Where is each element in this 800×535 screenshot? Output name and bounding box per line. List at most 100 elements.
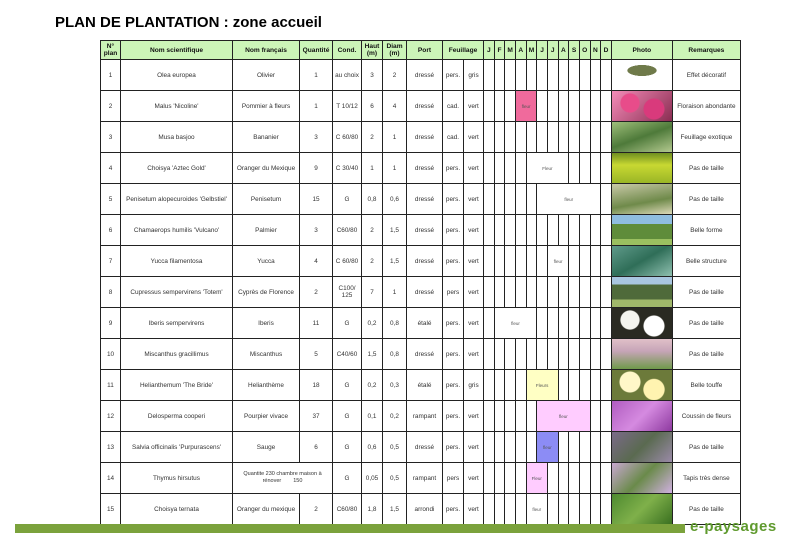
month-cell [504,369,516,401]
month-cell [536,121,548,153]
photo-cell [610,59,673,91]
month-cell [536,90,548,122]
plan-number-cell: 10 [100,338,121,370]
table-row: 2 Malus 'Nicoline' Pommier à fleurs 1 T 10/1… [100,90,741,122]
month-cell [514,431,527,463]
flowering-period: Fleur [525,462,548,494]
plan-number-cell: 13 [100,431,121,463]
scientific-name-cell: Choisya ternata [120,493,233,525]
month-cell [578,276,591,308]
flowering-period: fleur [536,183,602,215]
month-cell [504,59,516,91]
foliage-type-cell: pers. [442,183,464,215]
month-cell [514,183,527,215]
port-cell: dressé [406,276,443,308]
quantity-cell: 3 [299,121,333,153]
month-cell [493,400,506,432]
month-cell [578,493,591,525]
month-cell [589,462,602,494]
month-cell [525,59,538,91]
french-name-cell: Cyprès de Florence [232,276,300,308]
remarks-cell: Effet décoratif [671,59,741,91]
table-row: 13 Salvia officinalis 'Purpurascens' Sauge… [100,431,741,463]
header-month: D [600,40,612,60]
photo-cell [610,493,673,525]
month-cell [483,400,495,432]
conditioning-cell: C 60/80 [332,245,362,277]
port-cell: étalé [406,369,443,401]
month-cell [483,338,495,370]
month-cell [483,214,495,246]
port-cell: dressé [406,338,443,370]
month-cell [568,431,580,463]
quantity-cell: 37 [299,400,333,432]
month-cell [557,493,570,525]
month-cell [536,338,548,370]
photo-cell [610,183,673,215]
month-cell [589,400,602,432]
month-cell [578,90,591,122]
french-name-cell: Oranger du mexique [232,493,300,525]
remarks-cell: Belle forme [671,214,741,246]
month-cell [483,152,495,184]
photo-cell [610,214,673,246]
height-cell: 0,2 [361,307,383,339]
scientific-name-cell: Iberis sempervirens [120,307,233,339]
month-cell [514,400,527,432]
diameter-cell: 4 [382,90,407,122]
height-cell: 1 [361,152,383,184]
height-cell: 7 [361,276,383,308]
month-cell [578,121,591,153]
height-cell: 2 [361,214,383,246]
foliage-color-cell: vert [463,183,484,215]
yellow-shrub-photo [612,153,672,183]
remarks-cell: Pas de taille [671,493,741,525]
month-cell [514,462,527,494]
month-cell [536,276,548,308]
month-cell [546,214,559,246]
month-cell [483,276,495,308]
conditioning-cell: au choix [332,59,362,91]
note-text: Quantite 230 chambre maison à rénover [243,471,322,484]
month-cell [504,90,516,122]
french-name-cell: Iberis [232,307,300,339]
scientific-name-cell: Thymus hirsutus [120,462,233,494]
month-cell [493,214,506,246]
month-cell [557,431,570,463]
french-name-cell: Sauge [232,431,300,463]
white-flowers-photo [612,308,672,338]
diameter-cell: 0,8 [382,338,407,370]
page-title: PLAN DE PLANTATION : zone accueil [55,14,322,31]
month-cell [600,462,612,494]
quantity-cell: 3 [299,214,333,246]
french-name-cell: Penisetum [232,183,300,215]
foliage-type-cell: pers. [442,152,464,184]
table-row: 9 Iberis sempervirens Iberis 11 G 0,2 0,8 étalé… [100,307,741,339]
month-cell [589,431,602,463]
foliage-type-cell: pers. [442,493,464,525]
remarks-cell: Feuillage exotique [671,121,741,153]
flowering-period: Fleur [525,152,570,184]
month-cell [514,121,527,153]
foliage-color-cell: vert [463,338,484,370]
month-cell [525,400,538,432]
french-name-cell: Yucca [232,245,300,277]
table-row: 8 Cupressus sempervirens 'Totem' Cyprès de… [100,276,741,308]
month-cell [600,338,612,370]
month-cell [600,152,612,184]
purple-carpet-photo [612,401,672,431]
scientific-name-cell: Malus 'Nicoline' [120,90,233,122]
port-cell: dressé [406,59,443,91]
photo-cell [610,369,673,401]
month-cell [493,121,506,153]
month-cell [504,276,516,308]
photo-cell [610,90,673,122]
diameter-cell: 0,5 [382,431,407,463]
photo-cell [610,400,673,432]
quantity-cell: 18 [299,369,333,401]
plan-number-cell: 9 [100,307,121,339]
month-cell [504,431,516,463]
table-row: 1 Olea europea Olivier 1 au choix 3 2 dressé per… [100,59,741,91]
foliage-type-cell: pers. [442,245,464,277]
month-cell [493,183,506,215]
